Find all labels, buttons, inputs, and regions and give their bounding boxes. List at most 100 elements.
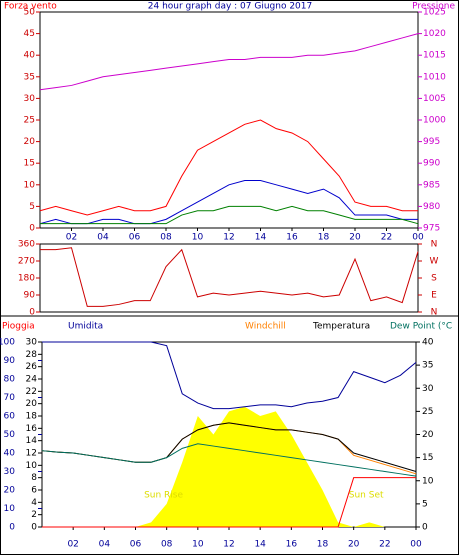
tick-label: 15 bbox=[24, 159, 35, 169]
tick-label: 25 bbox=[422, 407, 433, 417]
tick-label: 10 bbox=[422, 476, 434, 486]
tick-label: 90 bbox=[24, 291, 36, 301]
x-tick-label: 02 bbox=[67, 540, 78, 550]
x-tick-label: 18 bbox=[318, 233, 330, 243]
x-tick-label: 10 bbox=[192, 233, 204, 243]
x-tick-label: 08 bbox=[161, 540, 173, 550]
x-tick-label: 22 bbox=[381, 233, 392, 243]
x-tick-label: 14 bbox=[255, 233, 267, 243]
tick-label: 50 bbox=[4, 430, 16, 440]
tick-label: 1000 bbox=[423, 116, 446, 126]
legend-entry: Windchill bbox=[245, 322, 286, 332]
x-tick-label: 04 bbox=[97, 233, 109, 243]
tick-label: 35 bbox=[24, 72, 35, 82]
x-tick-label: 12 bbox=[223, 540, 234, 550]
legend-entry: Dew Point (°C bbox=[390, 322, 452, 332]
tick-label: 20 bbox=[422, 430, 434, 440]
series-line bbox=[40, 247, 419, 307]
tick-label: 35 bbox=[422, 361, 433, 371]
x-tick-label: 00 bbox=[410, 540, 422, 550]
x-tick-label: 16 bbox=[286, 233, 298, 243]
tick-label: 10 bbox=[26, 461, 38, 471]
legend-entry: Forza vento bbox=[4, 2, 57, 12]
tick-label: 20 bbox=[4, 486, 16, 496]
x-tick-label: 08 bbox=[160, 233, 172, 243]
tick-label: 50 bbox=[24, 8, 36, 18]
tick-label: 5 bbox=[29, 202, 35, 212]
tick-label: 1025 bbox=[423, 8, 446, 18]
tick-label: 270 bbox=[18, 257, 35, 267]
tick-label: 0 bbox=[422, 523, 428, 533]
chart-title: 24 hour graph day : 07 Giugno 2017 bbox=[148, 2, 312, 12]
tick-label: 20 bbox=[26, 399, 38, 409]
x-tick-label: 20 bbox=[349, 233, 361, 243]
annotation: Sun Rise bbox=[144, 491, 183, 501]
legend-entry: Temperatura bbox=[312, 322, 370, 332]
tick-label: 90 bbox=[4, 356, 16, 366]
tick-label: 24 bbox=[26, 375, 38, 385]
tick-label: 360 bbox=[18, 240, 35, 250]
tick-label: E bbox=[431, 291, 437, 301]
x-tick-label: 14 bbox=[254, 540, 266, 550]
tick-label: 0 bbox=[31, 523, 37, 533]
tick-label: 6 bbox=[31, 486, 37, 496]
x-tick-label: 06 bbox=[130, 540, 142, 550]
legend-entry: Pioggia bbox=[2, 322, 35, 332]
tick-label: 40 bbox=[422, 338, 434, 348]
tick-label: 1010 bbox=[423, 72, 446, 82]
series-line bbox=[39, 33, 419, 91]
tick-label: 1015 bbox=[423, 51, 446, 61]
tick-label: 28 bbox=[26, 350, 38, 360]
tick-label: 1020 bbox=[423, 29, 446, 39]
series-line bbox=[42, 477, 416, 528]
tick-label: 2 bbox=[31, 510, 37, 520]
tick-label: 14 bbox=[26, 436, 38, 446]
tick-label: 20 bbox=[24, 137, 36, 147]
series-line bbox=[42, 341, 417, 410]
tick-label: 100 bbox=[0, 338, 15, 348]
legend-entry: Umidita bbox=[68, 322, 103, 332]
legend-entry: Pressione bbox=[412, 2, 455, 12]
tick-label: 25 bbox=[24, 116, 35, 126]
tick-label: 45 bbox=[24, 29, 35, 39]
tick-label: 0 bbox=[29, 308, 35, 318]
tick-label: 70 bbox=[4, 393, 16, 403]
tick-label: 10 bbox=[24, 180, 36, 190]
x-tick-label: 00 bbox=[412, 233, 424, 243]
tick-label: 80 bbox=[4, 375, 16, 385]
x-tick-label: 06 bbox=[129, 233, 141, 243]
tick-label: 16 bbox=[26, 424, 38, 434]
tick-label: 30 bbox=[4, 467, 16, 477]
tick-label: 12 bbox=[26, 449, 37, 459]
x-tick-label: 16 bbox=[286, 540, 298, 550]
tick-label: 8 bbox=[31, 473, 37, 483]
tick-label: 4 bbox=[31, 498, 37, 508]
tick-label: 22 bbox=[26, 387, 37, 397]
tick-label: 30 bbox=[422, 384, 434, 394]
area bbox=[42, 406, 416, 527]
x-tick-label: 02 bbox=[66, 233, 77, 243]
tick-label: 10 bbox=[4, 504, 16, 514]
x-tick-label: 18 bbox=[317, 540, 329, 550]
tick-label: W bbox=[430, 257, 439, 267]
x-tick-label: 12 bbox=[223, 233, 234, 243]
x-tick-label: 10 bbox=[192, 540, 204, 550]
tick-label: 30 bbox=[24, 94, 36, 104]
x-tick-label: 22 bbox=[379, 540, 390, 550]
tick-label: 980 bbox=[423, 202, 440, 212]
tick-label: 985 bbox=[423, 180, 440, 190]
x-tick-label: 04 bbox=[99, 540, 111, 550]
tick-label: 1005 bbox=[423, 94, 446, 104]
tick-label: 18 bbox=[26, 412, 38, 422]
tick-label: 30 bbox=[26, 338, 38, 348]
tick-label: N bbox=[431, 308, 438, 318]
series-line bbox=[41, 443, 417, 477]
tick-label: 5 bbox=[422, 499, 428, 509]
tick-label: 975 bbox=[423, 224, 440, 234]
series-line bbox=[39, 119, 418, 216]
tick-label: 990 bbox=[423, 159, 440, 169]
tick-label: 26 bbox=[26, 362, 38, 372]
tick-label: 0 bbox=[9, 523, 15, 533]
tick-label: S bbox=[431, 274, 437, 284]
